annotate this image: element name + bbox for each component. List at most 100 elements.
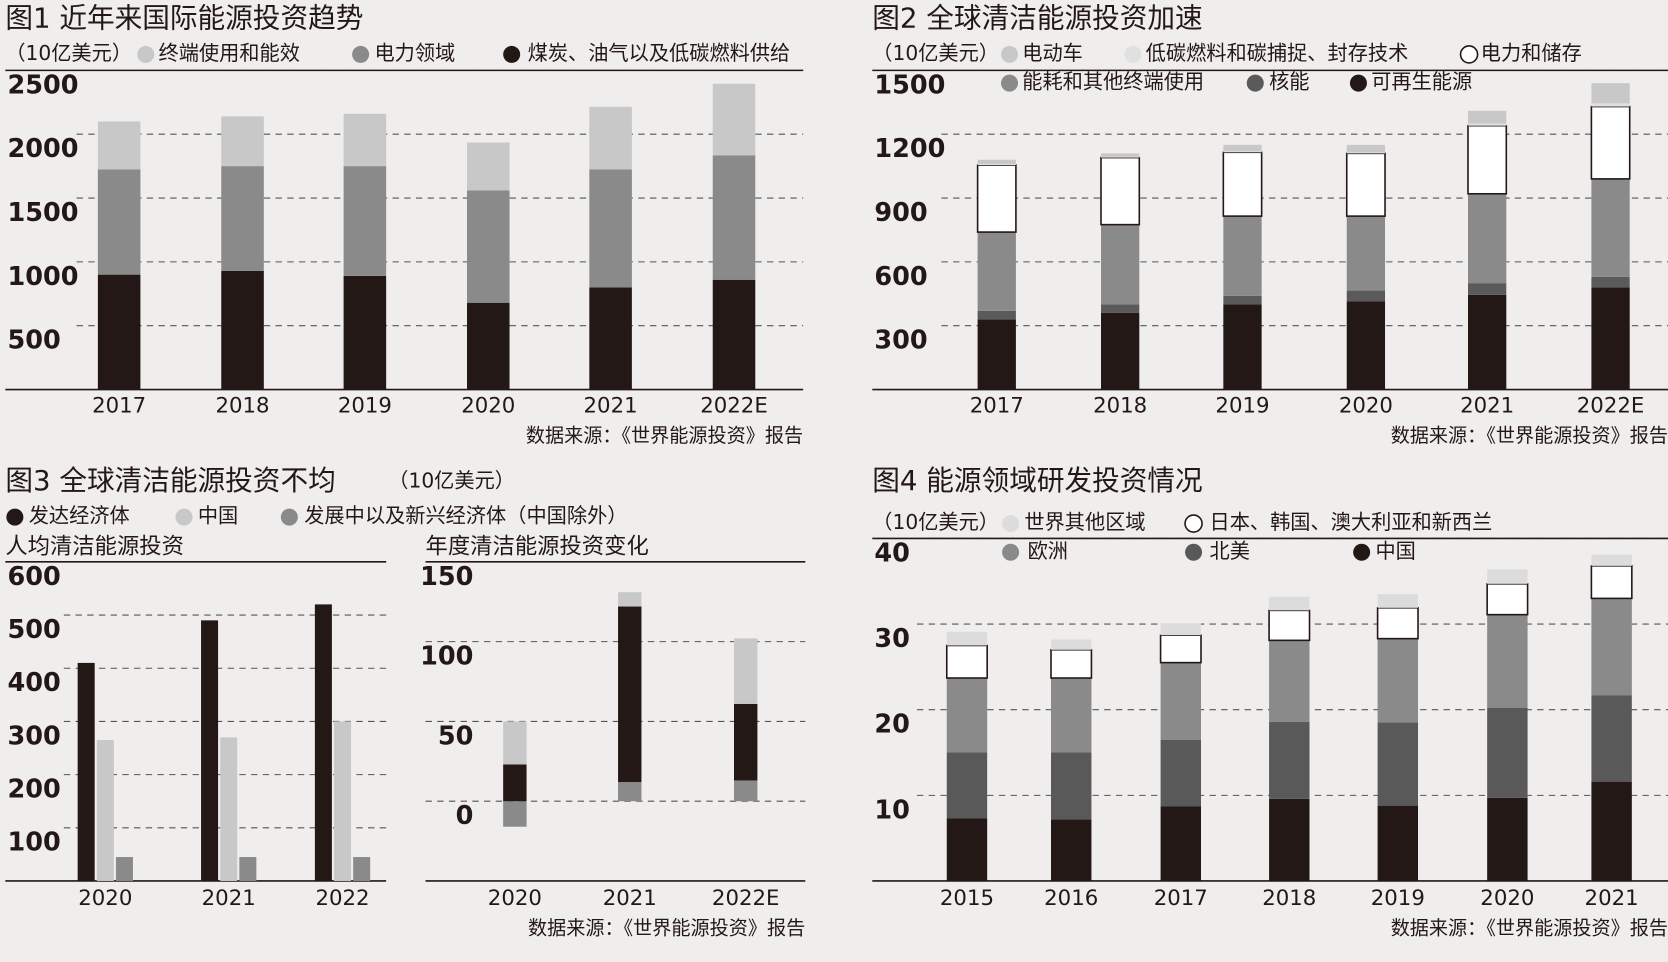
legend-marker	[1124, 45, 1142, 63]
bar-segment	[1101, 156, 1140, 158]
bar-segment	[1377, 638, 1419, 723]
bar-segment	[97, 274, 141, 390]
bar-segment	[977, 310, 1016, 320]
legend-marker	[1184, 514, 1203, 533]
bar-segment	[1051, 678, 1092, 753]
bar-segment	[1468, 283, 1507, 295]
x-tick-label: 2020	[78, 886, 132, 911]
bar-segment	[1269, 640, 1310, 722]
bar-segment	[1268, 609, 1311, 642]
legend-marker	[1002, 515, 1020, 533]
y-tick-label: 1000	[7, 262, 78, 292]
chart-title: 图1 近年来国际能源投资趋势	[5, 1, 363, 34]
y-tick-label: 0	[456, 801, 474, 831]
legend-label: 低碳燃料和碳捕捉、封存技术	[1146, 41, 1409, 65]
x-tick-label: 2020	[1480, 886, 1534, 911]
legend-marker	[1459, 45, 1479, 64]
bar-segment	[1487, 707, 1528, 798]
y-tick-label: 400	[7, 668, 60, 698]
source: 数据来源：《世界能源投资》报告	[526, 424, 803, 447]
legend-label: 欧洲	[1028, 539, 1068, 563]
bar-segment	[1223, 144, 1262, 152]
legend-label: 中国	[1375, 539, 1415, 563]
bar-segment	[1223, 216, 1262, 296]
y-tick-label: 100	[7, 828, 60, 858]
bar-segment	[503, 721, 527, 765]
bar-segment	[97, 121, 141, 170]
bar-segment	[1160, 806, 1202, 881]
legend-marker	[137, 45, 155, 63]
x-tick-label: 2021	[603, 886, 657, 911]
bar-segment	[712, 279, 756, 390]
x-tick-label: 2017	[1154, 886, 1208, 911]
legend-label: 发达经济体	[29, 504, 130, 528]
bar-segment	[503, 764, 527, 802]
bar-segment	[1223, 295, 1262, 305]
x-tick-label: 2020	[1339, 394, 1393, 419]
x-tick-label: 2015	[940, 886, 994, 911]
bar-segment	[1051, 752, 1092, 820]
bar	[220, 737, 238, 881]
y-tick-label: 600	[7, 562, 60, 592]
bar-segment	[1100, 156, 1141, 226]
bar-segment	[1050, 648, 1093, 679]
bar	[115, 857, 133, 881]
legend-marker	[175, 508, 193, 526]
y-tick-label: 600	[874, 262, 927, 292]
bar-segment	[1591, 276, 1630, 288]
subtitle: 人均清洁能源投资	[5, 533, 184, 559]
x-tick-label: 2021	[584, 394, 638, 419]
legend-marker	[1246, 74, 1264, 92]
bar-segment	[977, 163, 1016, 166]
bar-segment	[618, 782, 642, 802]
legend-label: 核能	[1269, 70, 1309, 94]
bar-segment	[712, 83, 756, 156]
x-tick-label: 2019	[338, 394, 392, 419]
y-tick-label: 500	[7, 615, 60, 645]
legend-label: 北美	[1210, 539, 1250, 563]
y-tick-label: 50	[438, 721, 474, 751]
bar	[77, 662, 95, 881]
bar-segment	[946, 631, 988, 646]
bar-segment	[618, 606, 642, 783]
bar-segment	[589, 169, 632, 288]
bar-segment	[343, 275, 387, 390]
bar-segment	[1486, 583, 1529, 616]
bar-segment	[221, 270, 264, 390]
unit-label: （10亿美元）	[388, 469, 515, 493]
bar	[334, 721, 352, 881]
bar-segment	[946, 752, 988, 819]
bar-segment	[1159, 634, 1202, 664]
chart-title: 图3 全球清洁能源投资不均	[5, 464, 335, 497]
bar-segment	[343, 166, 387, 276]
chart-title: 图4 能源领域研发投资情况	[872, 464, 1202, 497]
bar-segment	[589, 287, 632, 390]
bar-segment	[1051, 819, 1092, 881]
bar-segment	[1269, 721, 1310, 799]
bar-segment	[1101, 304, 1140, 313]
bar-segment	[1591, 781, 1632, 881]
bar-segment	[1591, 287, 1630, 390]
bar-segment	[503, 801, 527, 827]
x-tick-label: 2016	[1044, 886, 1098, 911]
x-tick-label: 2017	[970, 394, 1024, 419]
x-tick-label: 2021	[1460, 394, 1514, 419]
x-tick-label: 2017	[92, 394, 146, 419]
legend-label: 终端使用和能效	[159, 41, 300, 65]
legend-marker	[1349, 74, 1367, 92]
y-tick-label: 30	[874, 624, 910, 654]
bar-segment	[589, 106, 632, 170]
bar-segment	[1377, 805, 1419, 881]
bar-segment	[977, 159, 1016, 164]
bar	[239, 857, 257, 881]
legend-marker	[1185, 543, 1203, 561]
y-tick-label: 300	[874, 326, 927, 356]
x-tick-label: 2022E	[1577, 394, 1645, 419]
unit-label: （10亿美元）	[5, 41, 132, 65]
bar-segment	[734, 780, 758, 802]
bar-segment	[1376, 607, 1419, 640]
bar-segment	[343, 113, 387, 167]
x-tick-label: 2021	[1585, 886, 1639, 911]
bar-segment	[1223, 151, 1262, 153]
